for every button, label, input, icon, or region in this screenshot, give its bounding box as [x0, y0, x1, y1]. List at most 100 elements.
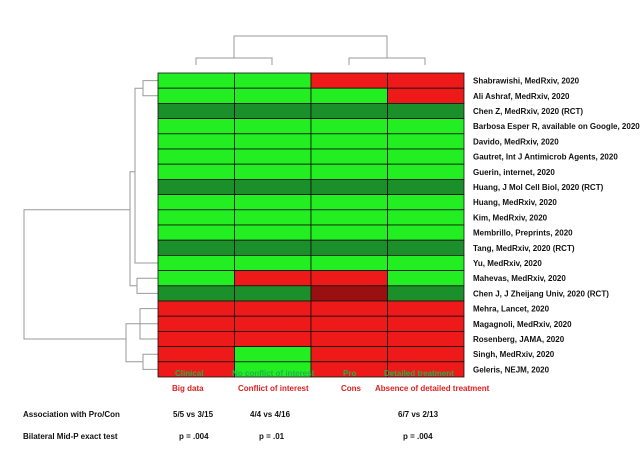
- heatmap-cell: [387, 163, 465, 180]
- heatmap-cell: [310, 103, 388, 120]
- heatmap-cell: [234, 254, 312, 271]
- dendrogram-branch: [136, 277, 158, 294]
- heatmap-cell: [310, 163, 388, 180]
- heatmap-cell: [157, 254, 235, 271]
- heatmap-cell: [310, 72, 388, 89]
- heatmap-cell: [234, 346, 312, 363]
- heatmap-cell: [157, 178, 235, 195]
- row-label: Mehra, Lancet, 2020: [473, 305, 550, 314]
- col3-red-label: Cons: [341, 384, 361, 393]
- row-label: Magagnoli, MedRxiv, 2020: [473, 320, 572, 329]
- test-value-3: p = .004: [403, 432, 433, 441]
- col4-green-label: Detailed treatment: [384, 369, 454, 378]
- heatmap-cell: [310, 209, 388, 226]
- heatmap-cell: [387, 178, 465, 195]
- heatmap-cell: [234, 300, 312, 317]
- dendrogram-branch: [142, 353, 158, 370]
- heatmap-cell: [157, 87, 235, 104]
- heatmap-cell: [234, 224, 312, 241]
- heatmap-cell: [234, 239, 312, 256]
- test-value-2: p = .01: [259, 432, 285, 441]
- heatmap-cell: [310, 87, 388, 104]
- heatmap-cell: [234, 330, 312, 347]
- heatmap-cell: [387, 194, 465, 211]
- heatmap-cell: [157, 300, 235, 317]
- heatmap-cell: [310, 270, 388, 287]
- row-label: Guerin, internet, 2020: [473, 168, 555, 177]
- row-label: Davido, MedRxiv, 2020: [473, 137, 559, 146]
- heatmap-cell: [234, 315, 312, 332]
- heatmap-cell: [157, 239, 235, 256]
- row-label: Mahevas, MedRxiv, 2020: [473, 274, 566, 283]
- heatmap-cell: [387, 209, 465, 226]
- heatmap-cell: [157, 133, 235, 150]
- heatmap-cell: [387, 315, 465, 332]
- heatmap-cell: [234, 163, 312, 180]
- heatmap-cell: [234, 148, 312, 165]
- dendrogram-branch: [142, 80, 158, 97]
- heatmap-cell: [234, 285, 312, 302]
- row-label: Singh, MedRxiv, 2020: [473, 350, 555, 359]
- heatmap-cell: [157, 285, 235, 302]
- heatmap-cell: [310, 194, 388, 211]
- heatmap-cell: [310, 148, 388, 165]
- row-labels: Shabrawishi, MedRxiv, 2020 Ali Ashraf, Me…: [473, 77, 640, 375]
- heatmap-cell: [387, 87, 465, 104]
- heatmap-cell: [387, 285, 465, 302]
- heatmap-cell: [157, 118, 235, 135]
- heatmap-cell: [387, 103, 465, 120]
- row-label: Membrillo, Preprints, 2020: [473, 229, 573, 238]
- row-label: Shabrawishi, MedRxiv, 2020: [473, 77, 580, 86]
- heatmap-cell: [310, 239, 388, 256]
- row-label: Huang, J Mol Cell Biol, 2020 (RCT): [473, 183, 604, 192]
- heatmap-cell: [234, 72, 312, 89]
- dendrogram-branch: [125, 323, 143, 363]
- heatmap-cell: [157, 194, 235, 211]
- row-label: Chen Z, MedRxiv, 2020 (RCT): [473, 107, 583, 116]
- row-label: Ali Ashraf, MedRxiv, 2020: [473, 92, 570, 101]
- row-label: Huang, MedRxiv, 2020: [473, 198, 557, 207]
- heatmap-cell: [157, 224, 235, 241]
- heatmap-cell: [234, 133, 312, 150]
- dendrogram-branch: [23, 209, 130, 340]
- col2-green-label: No conflict of interest: [232, 369, 315, 378]
- row-label: Kim, MedRxiv, 2020: [473, 213, 548, 222]
- heatmap-cell: [310, 133, 388, 150]
- col3-green-label: Pro: [343, 369, 357, 378]
- test-label: Bilateral Mid-P exact test: [23, 432, 118, 441]
- col4-red-label: Absence of detailed treatment: [375, 384, 490, 393]
- heatmap-cell: [157, 209, 235, 226]
- dendrogram-branch: [134, 87, 158, 264]
- heatmap-cell: [157, 103, 235, 120]
- dendrogram-branch: [129, 171, 137, 287]
- heatmap-cell: [157, 163, 235, 180]
- association-value-3: 6/7 vs 2/13: [398, 410, 439, 419]
- heatmap-cell: [387, 346, 465, 363]
- heatmap-cell: [234, 118, 312, 135]
- heatmap-cell: [234, 194, 312, 211]
- heatmap-cell: [234, 103, 312, 120]
- heatmap-cell: [310, 254, 388, 271]
- heatmap-cell: [310, 178, 388, 195]
- test-value-1: p = .004: [179, 432, 209, 441]
- col1-green-label: Clinical: [175, 369, 204, 378]
- heatmap-cell: [234, 178, 312, 195]
- heatmap-cell: [387, 254, 465, 271]
- heatmap-cell: [157, 148, 235, 165]
- heatmap-cell: [157, 315, 235, 332]
- heatmap-cell: [310, 300, 388, 317]
- heatmap-cell: [387, 72, 465, 89]
- heatmap-cell: [387, 330, 465, 347]
- col1-red-label: Big data: [172, 384, 204, 393]
- heatmap-cell: [157, 72, 235, 89]
- association-value-2: 4/4 vs 4/16: [250, 410, 291, 419]
- heatmap-cell: [234, 270, 312, 287]
- heatmap-cell: [234, 87, 312, 104]
- heatmap-cell: [310, 118, 388, 135]
- heatmap-cell: [157, 346, 235, 363]
- row-label: Geleris, NEJM, 2020: [473, 365, 550, 374]
- column-dendrogram: [195, 35, 426, 65]
- heatmap-cell: [387, 270, 465, 287]
- heatmap-cell: [310, 330, 388, 347]
